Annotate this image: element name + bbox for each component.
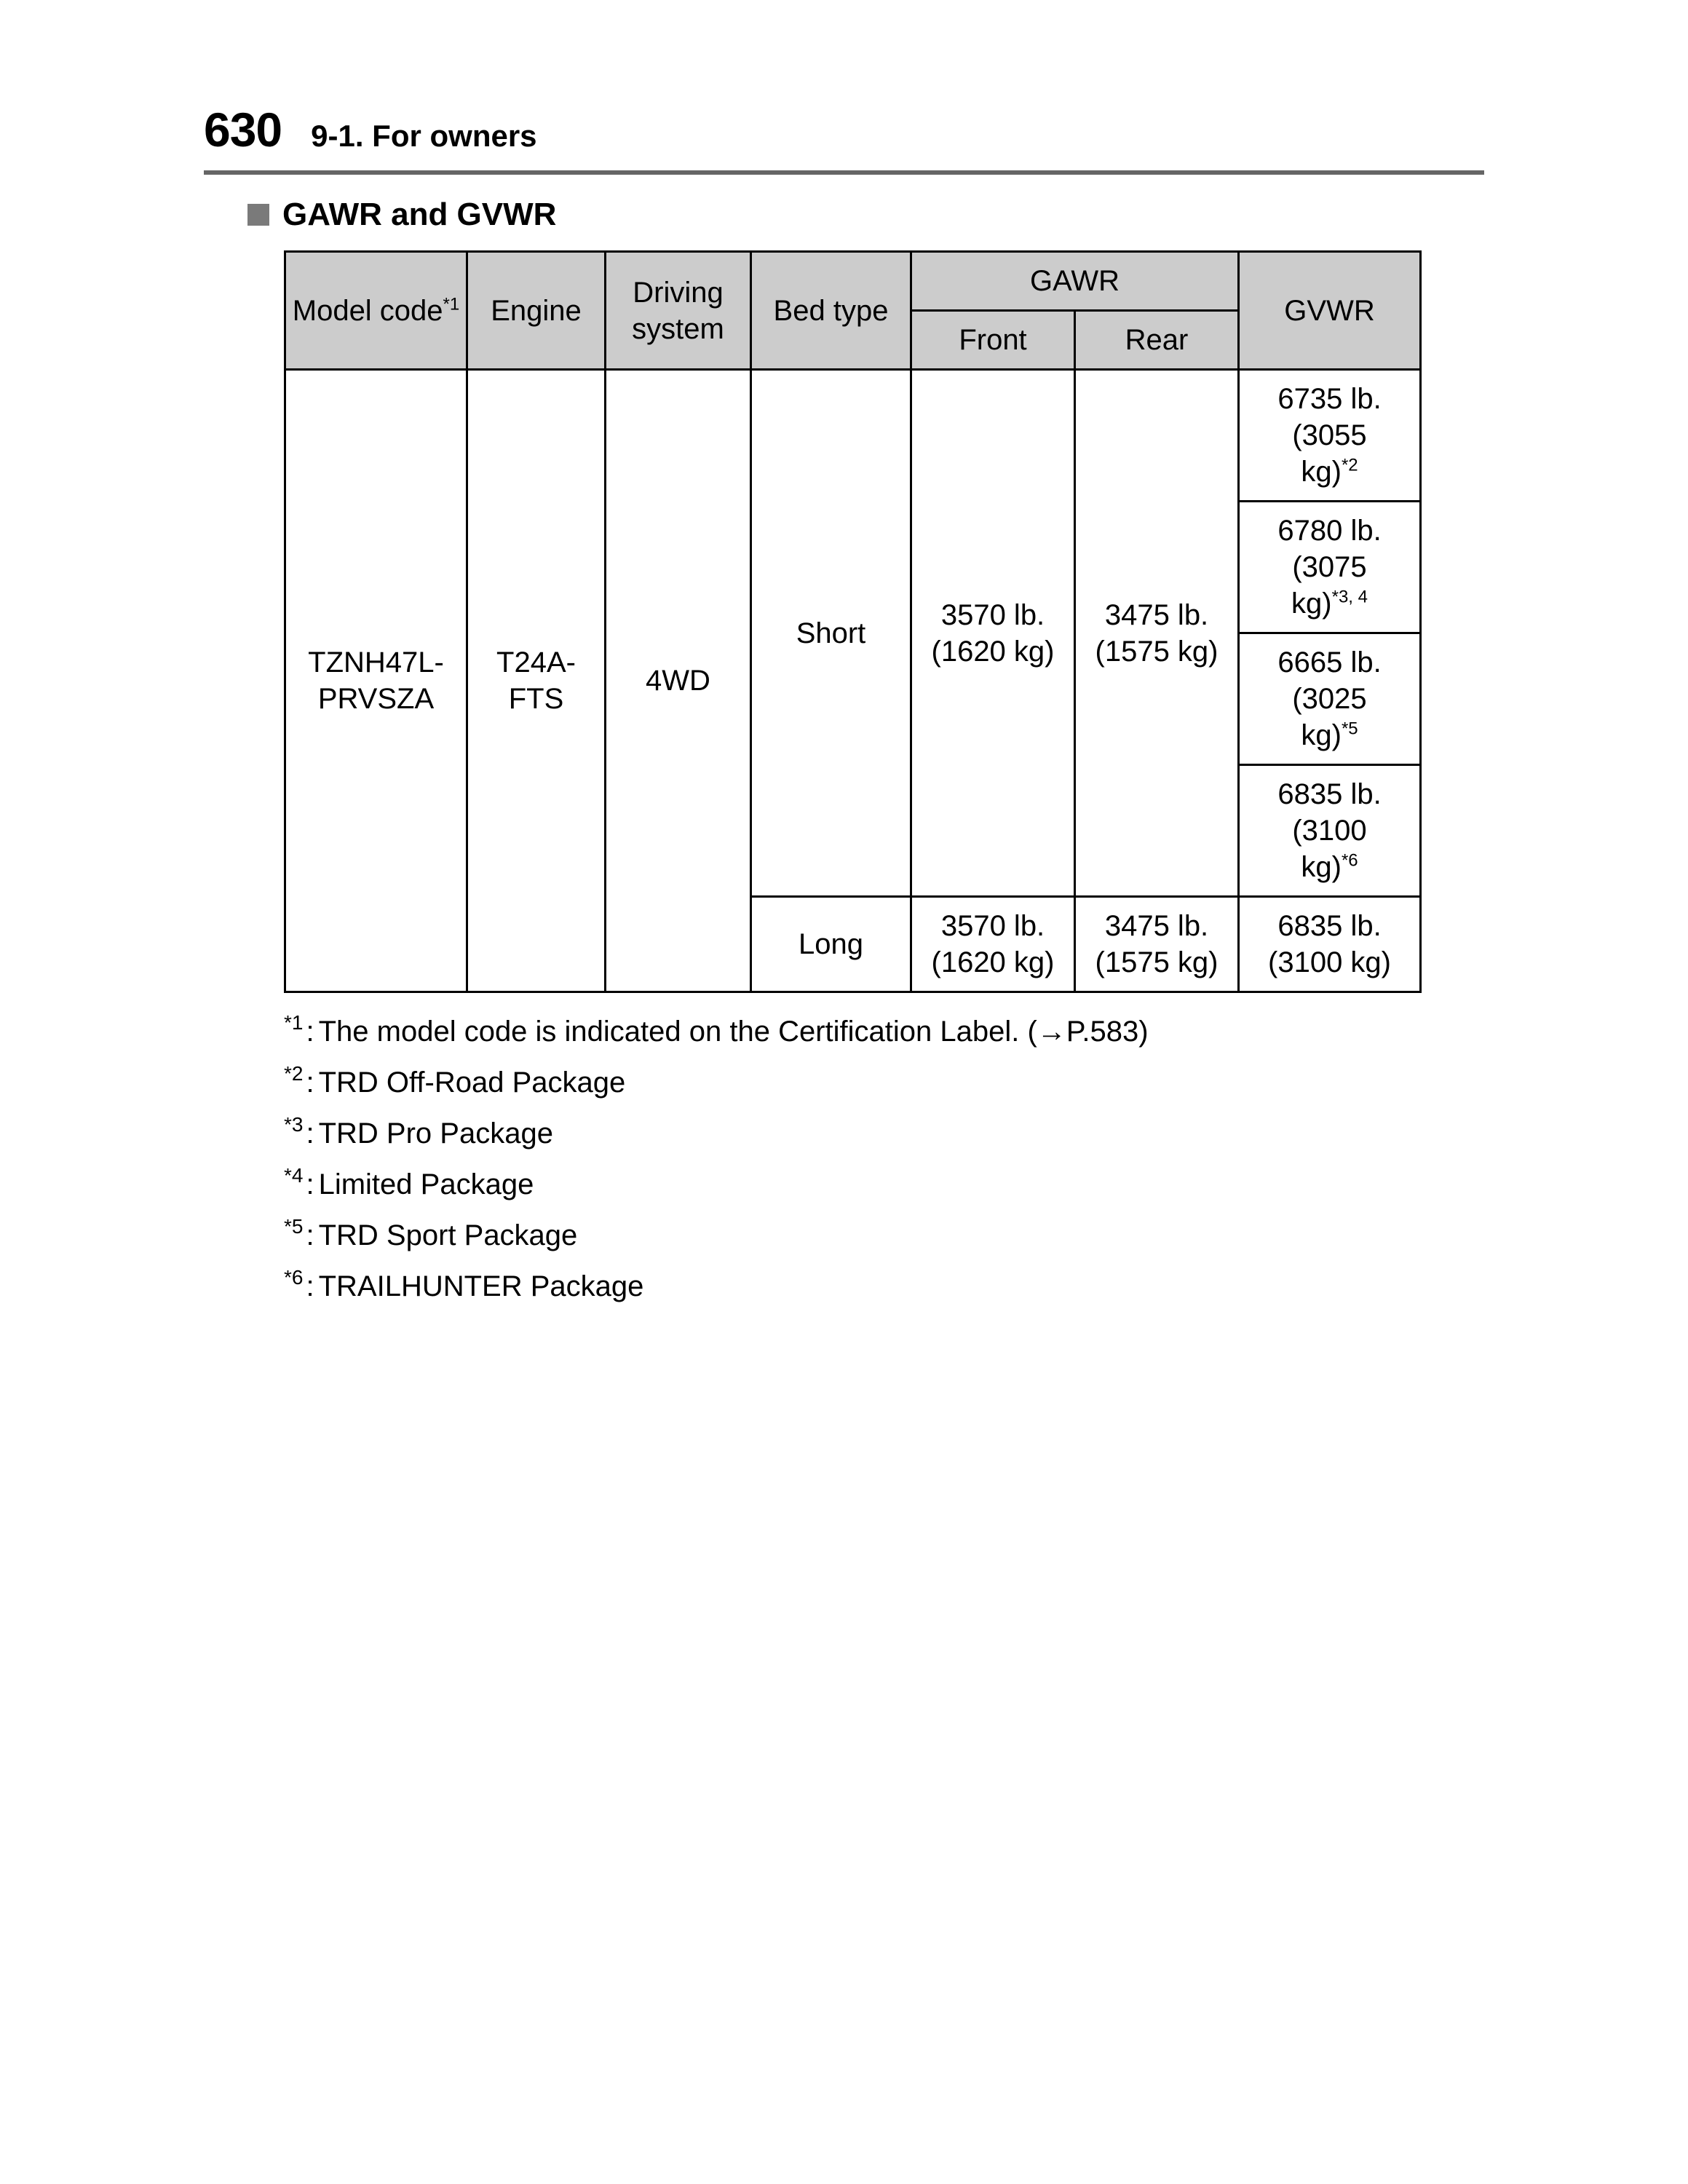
cell-line: kg) [1291, 587, 1332, 620]
cell-line: (3025 [1292, 683, 1366, 715]
section-title: 9-1. For owners [311, 119, 536, 154]
cell-line: PRVSZA [318, 683, 434, 715]
footnote-colon: : [306, 1261, 314, 1312]
footnote-colon: : [306, 1159, 314, 1210]
table-container: Model code*1 Engine Driving system Bed t… [284, 250, 1484, 993]
gawr-gvwr-table: Model code*1 Engine Driving system Bed t… [284, 250, 1422, 993]
cell-line: 6835 lb. [1277, 778, 1381, 810]
th-bed-type: Bed type [751, 252, 911, 370]
footnote-colon: : [306, 1057, 314, 1108]
footnote-text: TRD Pro Package [319, 1108, 553, 1159]
td-gvwr-5: 6835 lb. (3100 kg) [1239, 897, 1421, 992]
cell-line: (3100 kg) [1268, 946, 1391, 978]
td-long-front: 3570 lb. (1620 kg) [911, 897, 1075, 992]
cell-sup: *6 [1342, 851, 1358, 871]
td-short-front: 3570 lb. (1620 kg) [911, 370, 1075, 897]
th-engine: Engine [467, 252, 606, 370]
footnote-5: *5: TRD Sport Package [284, 1210, 1484, 1261]
cell-line: FTS [509, 683, 564, 715]
cell-line: 6780 lb. [1277, 515, 1381, 547]
subheading: GAWR and GVWR [247, 197, 1484, 233]
td-engine: T24A- FTS [467, 370, 606, 992]
th-gvwr: GVWR [1239, 252, 1421, 370]
cell-sup: *3, 4 [1332, 587, 1368, 607]
td-model-code: TZNH47L- PRVSZA [285, 370, 467, 992]
footnote-text: TRD Sport Package [319, 1210, 578, 1261]
th-gawr: GAWR [911, 252, 1239, 311]
td-gvwr-1: 6735 lb. (3055 kg)*2 [1239, 370, 1421, 502]
td-bed-short: Short [751, 370, 911, 897]
cell-line: 6835 lb. [1277, 910, 1381, 942]
cell-line: 3570 lb. [941, 910, 1045, 942]
footnote-text: TRD Off-Road Package [319, 1057, 626, 1108]
cell-line: TZNH47L- [308, 646, 444, 678]
td-gvwr-2: 6780 lb. (3075 kg)*3, 4 [1239, 502, 1421, 633]
cell-line: 6735 lb. [1277, 383, 1381, 415]
th-driving-system: Driving system [606, 252, 751, 370]
th-model-code-sup: *1 [443, 294, 460, 314]
footnote-text: TRAILHUNTER Package [319, 1261, 644, 1312]
th-gawr-front: Front [911, 311, 1075, 370]
footnote-mark: *6 [284, 1259, 303, 1295]
cell-sup: *5 [1342, 719, 1358, 739]
square-bullet-icon [247, 204, 269, 226]
footnote-mark: *4 [284, 1158, 303, 1193]
cell-line: 3475 lb. [1105, 599, 1208, 631]
cell-sup: *2 [1342, 456, 1358, 475]
footnote-1: *1: The model code is indicated on the C… [284, 1006, 1484, 1057]
footnotes: *1: The model code is indicated on the C… [284, 1006, 1484, 1312]
footnote-3: *3: TRD Pro Package [284, 1108, 1484, 1159]
footnote-mark: *3 [284, 1107, 303, 1142]
footnote-text: The model code is indicated on the Certi… [319, 1006, 1149, 1057]
cell-line: 6665 lb. [1277, 646, 1381, 678]
cell-line: (3100 [1292, 815, 1366, 847]
footnote-4: *4: Limited Package [284, 1159, 1484, 1210]
page-number: 630 [204, 102, 282, 157]
footnote-mark: *5 [284, 1208, 303, 1244]
footnote-colon: : [306, 1108, 314, 1159]
cell-line: (1620 kg) [932, 636, 1055, 668]
cell-line: kg) [1301, 456, 1342, 488]
footnote-colon: : [306, 1210, 314, 1261]
cell-line: 3475 lb. [1105, 910, 1208, 942]
cell-line: (3055 [1292, 419, 1366, 451]
footnote-6: *6: TRAILHUNTER Package [284, 1261, 1484, 1312]
cell-line: (3075 [1292, 551, 1366, 583]
cell-line: T24A- [496, 646, 576, 678]
th-model-code: Model code*1 [285, 252, 467, 370]
td-long-rear: 3475 lb. (1575 kg) [1075, 897, 1239, 992]
cell-line: (1575 kg) [1095, 946, 1219, 978]
page: 630 9-1. For owners GAWR and GVWR Model … [0, 0, 1688, 2184]
footnote-text: Limited Package [319, 1159, 534, 1210]
td-short-rear: 3475 lb. (1575 kg) [1075, 370, 1239, 897]
footnote-colon: : [306, 1006, 314, 1057]
td-bed-long: Long [751, 897, 911, 992]
footnote-mark: *1 [284, 1005, 303, 1040]
cell-line: (1575 kg) [1095, 636, 1219, 668]
th-model-code-text: Model code [293, 295, 443, 327]
footnote-2: *2: TRD Off-Road Package [284, 1057, 1484, 1108]
cell-line: 3570 lb. [941, 599, 1045, 631]
page-header: 630 9-1. For owners [204, 102, 1484, 175]
cell-line: (1620 kg) [932, 946, 1055, 978]
td-gvwr-3: 6665 lb. (3025 kg)*5 [1239, 633, 1421, 765]
subheading-text: GAWR and GVWR [282, 197, 556, 233]
td-gvwr-4: 6835 lb. (3100 kg)*6 [1239, 765, 1421, 897]
th-gawr-rear: Rear [1075, 311, 1239, 370]
td-driving-system: 4WD [606, 370, 751, 992]
footnote-mark: *2 [284, 1056, 303, 1091]
cell-line: kg) [1301, 719, 1342, 751]
cell-line: kg) [1301, 851, 1342, 883]
